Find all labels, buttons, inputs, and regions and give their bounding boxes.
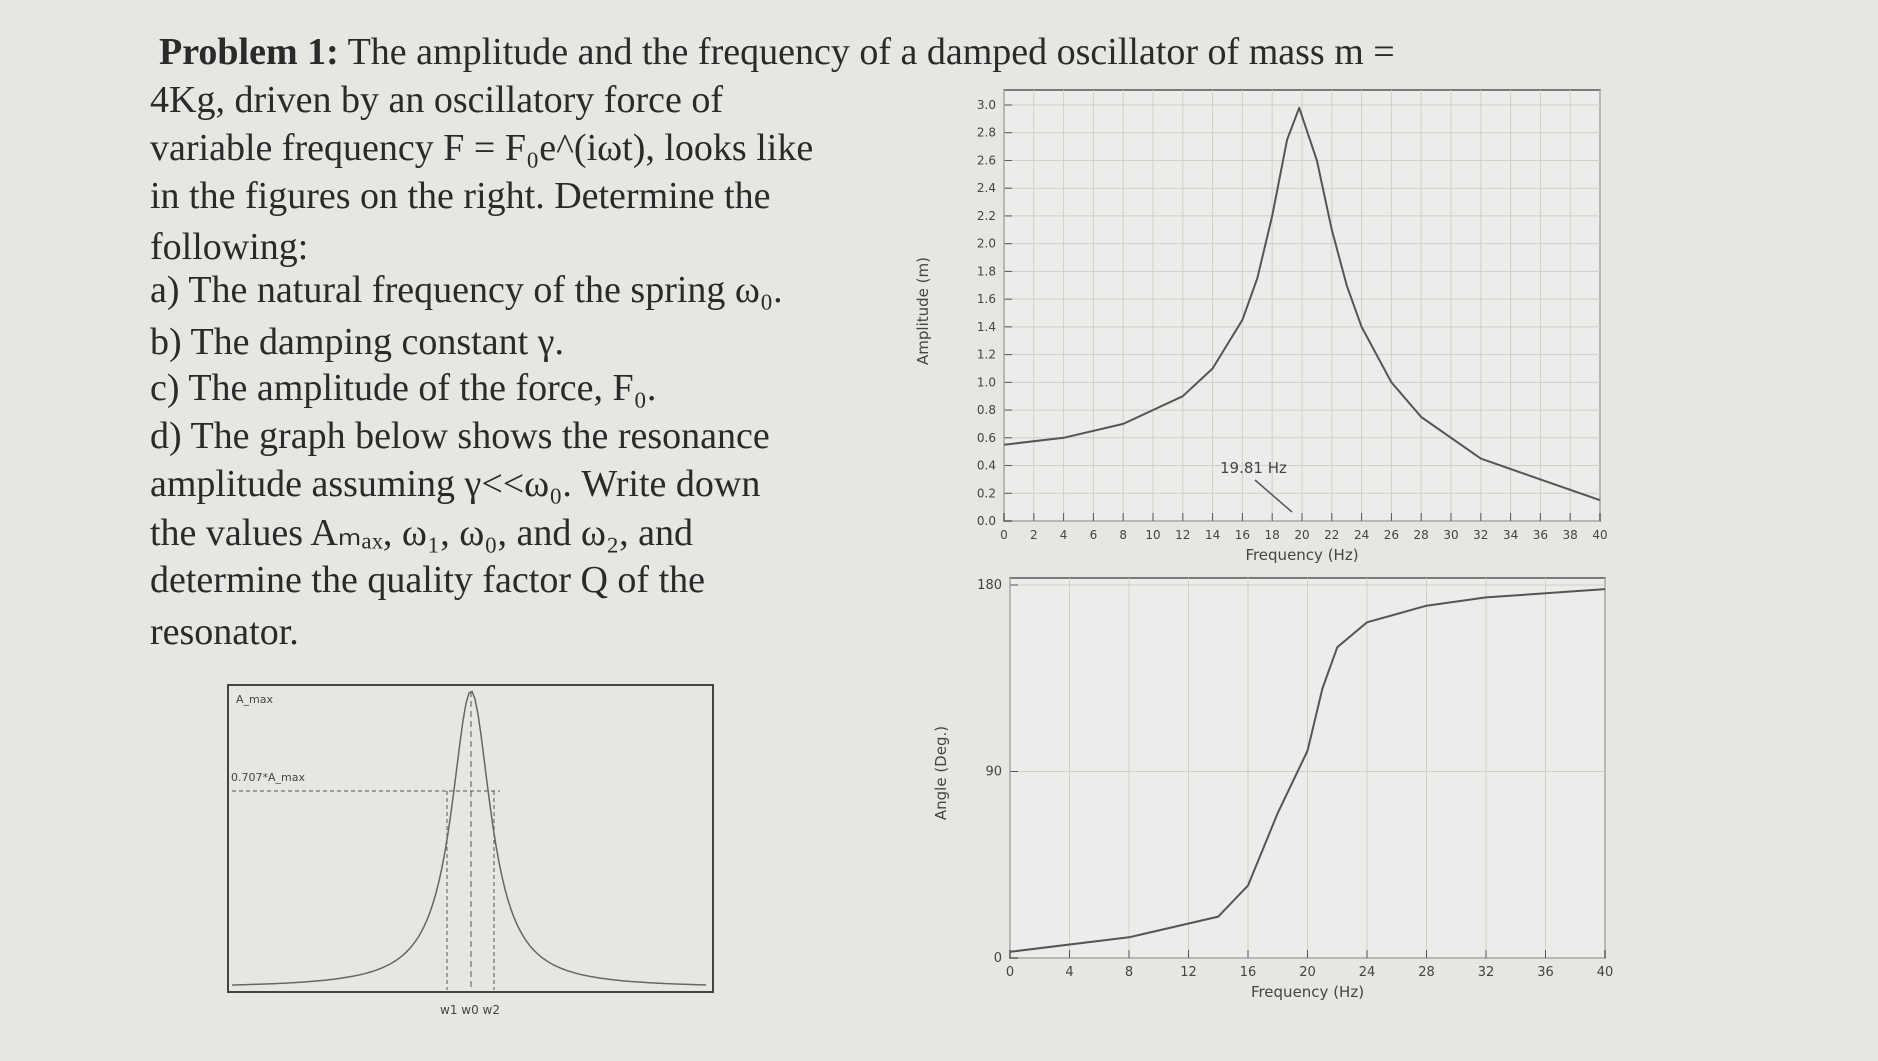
- x-tick-label: 8: [1119, 528, 1127, 542]
- x-axis-label: Frequency (Hz): [1245, 546, 1358, 564]
- x-tick-label: 2: [1030, 528, 1038, 542]
- annotation-arrow: [1254, 479, 1293, 513]
- problem-line: Problem 1: The amplitude and the frequen…: [159, 30, 1395, 74]
- problem-line: d) The graph below shows the resonance: [150, 415, 770, 457]
- x-tick-label: 38: [1563, 528, 1578, 542]
- y-tick-label: 2.6: [977, 153, 996, 167]
- x-tick-label: 20: [1294, 528, 1309, 542]
- problem-line: variable frequency F = F₀e^(iωt), looks …: [150, 127, 814, 169]
- problem-title: Problem 1:: [159, 31, 339, 73]
- y-tick-label: 0.0: [977, 514, 996, 528]
- x-tick-label: 40: [1597, 965, 1614, 980]
- x-tick-label: 24: [1354, 528, 1369, 542]
- x-tick-label: 24: [1359, 965, 1376, 980]
- x-tick-label: 22: [1324, 528, 1339, 542]
- y-tick-label: 1.2: [977, 348, 996, 362]
- y-tick-label: 2.8: [977, 126, 996, 140]
- sketch-half: 0.707*A_max: [231, 771, 305, 784]
- y-tick-label: 1.4: [977, 320, 996, 334]
- problem-line: in the figures on the right. Determine t…: [150, 175, 771, 217]
- y-tick-label: 0.8: [977, 403, 996, 417]
- problem-line: 4Kg, driven by an oscillatory force of: [150, 79, 723, 121]
- sketch-omegas: w1 w0 w2: [440, 1003, 500, 1017]
- y-tick-label: 3.0: [977, 98, 996, 112]
- y-tick-label: 2.4: [977, 181, 996, 195]
- problem-line: determine the quality factor Q of the: [150, 559, 706, 601]
- problem-line: b) The damping constant γ.: [150, 321, 564, 363]
- x-tick-label: 34: [1503, 528, 1518, 542]
- y-axis-label: Angle (Deg.): [932, 726, 950, 820]
- y-tick-label: 0.2: [977, 486, 996, 500]
- x-tick-label: 26: [1384, 528, 1399, 542]
- x-tick-label: 20: [1299, 965, 1316, 980]
- y-tick-label: 90: [985, 765, 1002, 780]
- x-axis-label: Frequency (Hz): [1251, 983, 1364, 1001]
- x-tick-label: 8: [1125, 965, 1133, 980]
- y-tick-label: 0.6: [977, 431, 996, 445]
- x-tick-label: 18: [1265, 528, 1280, 542]
- problem-line: amplitude assuming γ<<ω₀. Write down: [150, 463, 761, 505]
- x-tick-label: 0: [1006, 965, 1014, 980]
- problem-line: a) The natural frequency of the spring ω…: [150, 269, 783, 311]
- data-line: [1009, 588, 1606, 953]
- x-tick-label: 32: [1478, 965, 1495, 980]
- problem-line: c) The amplitude of the force, F₀.: [150, 367, 657, 409]
- y-tick-label: 2.2: [977, 209, 996, 223]
- x-tick-label: 14: [1205, 528, 1220, 542]
- x-tick-label: 36: [1537, 965, 1554, 980]
- sketch-curve: [232, 690, 706, 986]
- y-tick-label: 1.6: [977, 292, 996, 306]
- y-tick-label: 1.8: [977, 264, 996, 278]
- problem-line: resonator.: [150, 611, 299, 653]
- x-tick-label: 0: [1000, 528, 1008, 542]
- x-tick-label: 4: [1065, 965, 1073, 980]
- x-tick-label: 32: [1473, 528, 1488, 542]
- data-line: [1003, 106, 1601, 502]
- y-tick-label: 0: [994, 951, 1002, 966]
- x-tick-label: 12: [1175, 528, 1190, 542]
- sketch-frame: [227, 684, 714, 993]
- x-tick-label: 16: [1240, 965, 1257, 980]
- x-tick-label: 6: [1090, 528, 1098, 542]
- x-tick-label: 40: [1592, 528, 1607, 542]
- problem-text: The amplitude and the frequency of a dam…: [347, 31, 1395, 73]
- y-tick-label: 1.0: [977, 375, 996, 389]
- x-tick-label: 12: [1180, 965, 1197, 980]
- x-tick-label: 30: [1443, 528, 1458, 542]
- y-tick-label: 180: [977, 578, 1002, 593]
- x-tick-label: 36: [1533, 528, 1548, 542]
- x-tick-label: 28: [1418, 965, 1435, 980]
- annotation: 19.81 Hz: [1220, 459, 1287, 477]
- sketch-amax: A_max: [236, 693, 273, 706]
- x-tick-label: 28: [1414, 528, 1429, 542]
- problem-line: the values Aₘₐₓ, ω₁, ω₀, and ω₂, and: [150, 512, 693, 554]
- y-tick-label: 2.0: [977, 237, 996, 251]
- x-tick-label: 16: [1235, 528, 1250, 542]
- y-axis-label: Amplitude (m): [914, 257, 932, 365]
- x-tick-label: 4: [1060, 528, 1068, 542]
- y-tick-label: 0.4: [977, 459, 996, 473]
- problem-line: following:: [150, 226, 309, 268]
- x-tick-label: 10: [1145, 528, 1160, 542]
